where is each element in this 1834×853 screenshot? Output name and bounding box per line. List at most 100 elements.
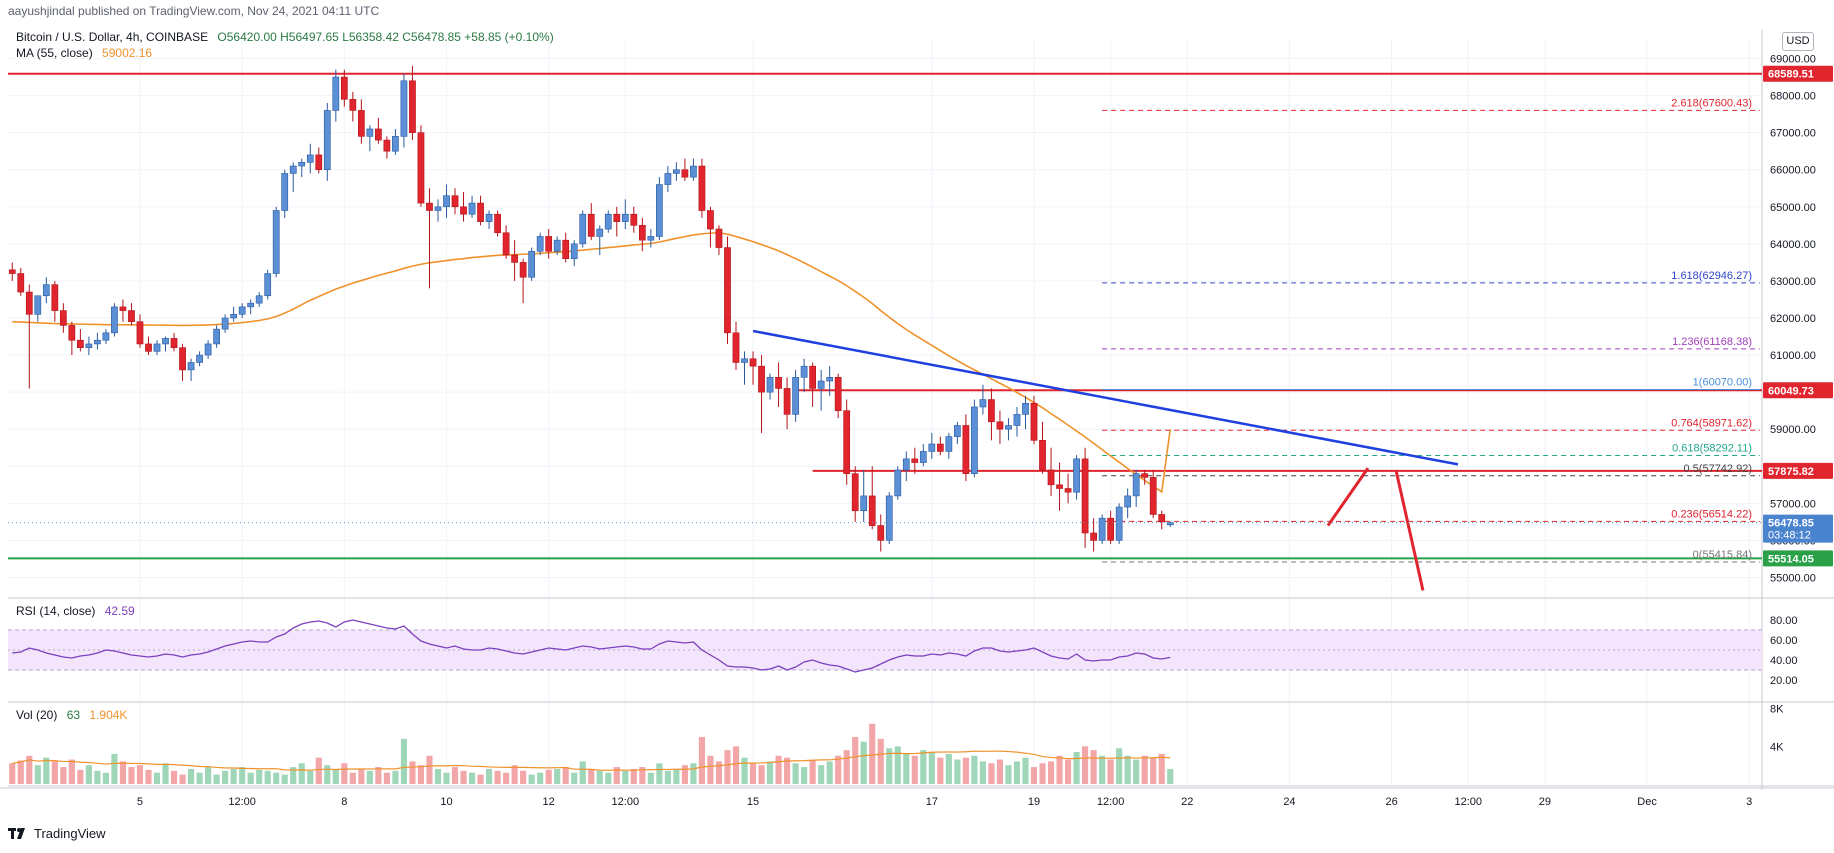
candle-body-up [894,469,902,497]
candle-body-up [366,128,374,137]
volume-bar [835,755,842,784]
volume-bar [51,761,58,784]
candle-body-up [196,354,203,363]
candle-body-down [1047,469,1055,486]
volume-bar [494,770,501,784]
candle-body-up [272,210,280,274]
time-tick-label: 5 [137,796,143,808]
volume-bar [886,748,893,784]
candle-body-up [817,380,825,389]
rsi-label: RSI (14, close) [16,604,96,618]
volume-bar [979,761,986,784]
drawings [8,329,1762,591]
volume-bar [613,767,620,784]
volume-bar [443,772,450,784]
candle-body-up [42,284,50,297]
volume-bar [9,763,16,784]
volume-bar [843,750,850,784]
volume-bar [196,772,203,784]
time-tick-label: 19 [1028,796,1040,808]
candle-body-up [1132,473,1140,497]
volume-bar [205,767,212,784]
footer-brand: TradingView [34,826,106,841]
rsi-legend[interactable]: RSI (14, close) 42.59 [16,604,135,618]
candle-body-up [766,377,774,393]
ma-value: 59002.16 [102,46,153,60]
candle-body-down [834,377,842,411]
candle-body-down [51,284,59,311]
volume-bar [758,765,765,784]
candle-body-down [8,269,16,274]
price-label-text: 56478.85 [1768,518,1814,530]
volume-bar [119,761,127,784]
time-tick-label: Dec [1637,796,1657,808]
candle-body-down [936,443,944,452]
time-tick-label: 10 [440,796,452,808]
candle-body-up [647,236,655,241]
volume-bar [818,765,825,784]
volume-bar [162,763,169,784]
volume-tick-label: 4K [1770,741,1784,753]
candle-body-down [749,358,757,367]
fib-label: 2.618(67600.43) [1671,97,1752,109]
time-tick-label: 12:00 [228,796,256,808]
fib-label: 0.764(58971.62) [1671,417,1752,429]
candle-body-up [902,458,910,471]
volume-bar [928,752,935,784]
volume-bar [1141,755,1148,784]
vol-legend[interactable]: Vol (20) 63 1.904K [16,708,127,722]
candle-body-up [655,184,663,237]
candle-body-up [1098,517,1106,541]
volume-bar [94,770,101,784]
candle-body-up [528,250,536,278]
symbol-title[interactable]: Bitcoin / U.S. Dollar, 4h, COINBASE [16,30,209,44]
candle-body-down [68,325,76,341]
candle-body-up [928,443,936,452]
volume-bar [1005,765,1012,784]
candle-body-down [315,154,323,171]
candle-body-up [800,365,808,378]
volume-bar [528,774,535,784]
candle-body-up [553,239,561,252]
volume-bar [290,767,297,784]
candle-body-up [971,406,978,474]
candle-body-up [1124,495,1132,508]
rsi-tick-label: 60.00 [1770,635,1798,647]
time-tick-label: 12:00 [1454,796,1482,808]
volume-bar [128,767,135,784]
candle-body-down [145,343,152,352]
volume-bar [383,772,390,784]
candle-body-down [775,377,782,389]
volume-bar [1099,755,1106,784]
ma-legend[interactable]: MA (55, close) 59002.16 [16,46,152,60]
volume-bar [520,770,527,784]
volume-bar [511,765,518,784]
candle-body-up [187,362,195,371]
price-label-text: 55514.05 [1768,553,1814,565]
volume-bar [26,755,33,784]
tradingview-footer[interactable]: TradingView [8,826,106,841]
candle-body-down [494,213,501,234]
candle-body-down [809,365,816,389]
volume-bar [358,768,365,784]
volume-bar [715,761,723,784]
candle-body-up [392,136,399,152]
candle-body-up [690,165,697,178]
volume-bar [1167,768,1174,784]
candle-body-up [919,451,927,463]
candle-body-up [162,338,169,345]
candle-body-down [25,291,33,315]
time-tick-label: 8 [341,796,347,808]
fib-label: 0.236(56514.22) [1671,508,1752,520]
time-tick-label: 26 [1385,796,1397,808]
volume-bar [256,769,263,784]
candle-body-down [136,321,144,345]
candle-body-up [400,80,408,137]
candles[interactable] [8,65,1174,552]
price-tick-label: 67000.00 [1770,128,1816,140]
candle-body-up [264,273,272,297]
currency-badge[interactable]: USD [1782,32,1814,51]
candle-body-up [604,213,612,230]
